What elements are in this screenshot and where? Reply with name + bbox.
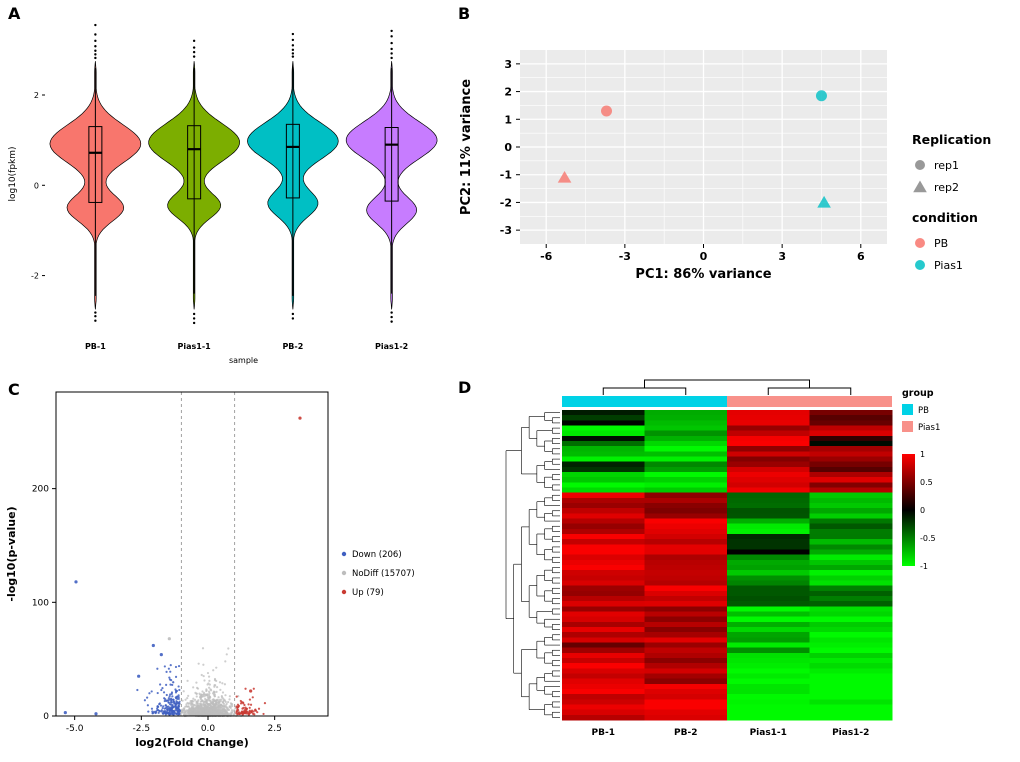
- panel-c: C 0 100 200 -5.0 -2.5 0.0 2.5 log2(Fold Change)…: [0, 376, 450, 762]
- violin-pb-1: [49, 23, 142, 322]
- svg-text:PB-2: PB-2: [674, 728, 697, 738]
- svg-text:2: 2: [504, 86, 512, 99]
- svg-text:0: 0: [700, 250, 708, 263]
- panel-d: D PB-1 PB-2 Pias1-1 Pias1-2 group PB Pias1 1 0.5…: [450, 374, 1020, 762]
- svg-text:-1: -1: [920, 562, 928, 571]
- svg-text:PB: PB: [934, 237, 948, 250]
- group-legend-swatch: [902, 421, 913, 432]
- svg-text:Up (79): Up (79): [352, 588, 384, 598]
- svg-text:2: 2: [34, 91, 39, 100]
- svg-text:0: 0: [34, 181, 39, 190]
- svg-text:-0.5: -0.5: [920, 534, 936, 543]
- svg-text:Pias1-2: Pias1-2: [375, 342, 408, 351]
- column-annotation-bar: [562, 396, 645, 407]
- svg-text:Pias1-1: Pias1-1: [750, 728, 787, 738]
- column-annotation-bar: [727, 396, 810, 407]
- svg-text:-log10(p-value): -log10(p-value): [5, 506, 18, 601]
- svg-text:-2.5: -2.5: [133, 724, 151, 734]
- svg-text:log2(Fold Change): log2(Fold Change): [135, 736, 249, 749]
- svg-text:Pias1: Pias1: [934, 259, 963, 272]
- heatmap-cells: [562, 410, 893, 721]
- volcano-legend-dot: [341, 570, 347, 576]
- svg-text:-6: -6: [540, 250, 553, 263]
- svg-text:condition: condition: [912, 210, 978, 225]
- panel-b-label: B: [458, 4, 471, 23]
- svg-text:group: group: [902, 388, 934, 399]
- volcano-legend-dot: [341, 589, 347, 595]
- column-annotation-bar: [644, 396, 727, 407]
- svg-text:0.0: 0.0: [201, 724, 216, 734]
- panel-a-chart: -2 0 2 log10(fpkm) PB-1 Pias1-1 PB-2 Pias1-2 sam…: [8, 23, 438, 365]
- svg-text:PC1: 86% variance: PC1: 86% variance: [635, 267, 771, 282]
- svg-text:1: 1: [504, 113, 512, 126]
- pca-point: [817, 195, 831, 208]
- svg-text:PB: PB: [918, 406, 929, 416]
- svg-text:Down (206): Down (206): [352, 550, 402, 560]
- svg-text:100: 100: [32, 598, 49, 608]
- svg-text:0: 0: [43, 712, 49, 722]
- svg-text:2.5: 2.5: [268, 724, 282, 734]
- violin-pias1-2: [345, 29, 438, 323]
- panel-c-chart: 0 100 200 -5.0 -2.5 0.0 2.5 log2(Fold Change) -l…: [5, 391, 415, 749]
- row-dendrogram: [505, 412, 560, 718]
- panel-b: B -6 -3 0 3 6 -3 -2 -1 0 1 2 3 PC1: 86% variance PC2:…: [450, 0, 1020, 375]
- svg-text:-3: -3: [619, 250, 631, 263]
- volcano-legend-dot: [341, 551, 347, 557]
- pca-point: [815, 90, 827, 102]
- svg-text:Pias1-2: Pias1-2: [832, 728, 869, 738]
- svg-text:3: 3: [504, 58, 512, 71]
- svg-text:rep1: rep1: [934, 159, 959, 172]
- svg-text:Pias1-1: Pias1-1: [178, 342, 212, 351]
- pca-point: [557, 170, 572, 183]
- pca-point: [915, 160, 925, 170]
- svg-text:3: 3: [778, 250, 786, 263]
- group-legend-swatch: [902, 404, 913, 415]
- column-annotation-bar: [809, 396, 892, 407]
- svg-text:-2: -2: [31, 272, 39, 281]
- svg-text:PB-1: PB-1: [85, 342, 106, 351]
- svg-text:6: 6: [857, 250, 865, 263]
- heatmap-colorbar: [902, 454, 915, 566]
- panel-b-chart: -6 -3 0 3 6 -3 -2 -1 0 1 2 3 PC1: 86% variance PC2: 1…: [459, 50, 991, 282]
- volcano-points: [63, 416, 302, 718]
- svg-text:-2: -2: [500, 196, 512, 209]
- svg-text:Replication: Replication: [912, 132, 991, 147]
- svg-text:Pias1: Pias1: [918, 423, 940, 433]
- pca-point: [913, 180, 927, 193]
- svg-text:0: 0: [920, 506, 925, 515]
- panel-d-chart: PB-1 PB-2 Pias1-1 Pias1-2 group PB Pias1 1 0.5 0 -…: [505, 379, 940, 738]
- panel-a: A -2 0 2 log10(fpkm) PB-1 Pias1-1 PB-2 Pias1-2 s…: [0, 0, 450, 375]
- svg-text:0: 0: [504, 141, 512, 154]
- svg-text:rep2: rep2: [934, 181, 959, 194]
- pca-point: [601, 105, 613, 117]
- svg-text:PC2: 11% variance: PC2: 11% variance: [459, 79, 474, 215]
- violin-pias1-1: [148, 39, 240, 325]
- svg-text:PB-2: PB-2: [282, 342, 303, 351]
- svg-text:-3: -3: [500, 224, 512, 237]
- svg-text:1: 1: [920, 450, 925, 459]
- svg-text:-5.0: -5.0: [66, 724, 84, 734]
- svg-text:NoDiff (15707): NoDiff (15707): [352, 569, 415, 579]
- svg-text:log10(fpkm): log10(fpkm): [8, 146, 18, 201]
- svg-text:sample: sample: [229, 356, 258, 365]
- panel-d-label: D: [458, 378, 472, 397]
- column-dendrogram: [602, 379, 852, 395]
- panel-c-label: C: [8, 380, 20, 399]
- violin-pb-2: [247, 32, 339, 320]
- svg-text:0.5: 0.5: [920, 478, 933, 487]
- svg-text:200: 200: [32, 485, 49, 495]
- svg-text:PB-1: PB-1: [592, 728, 615, 738]
- panel-a-label: A: [8, 4, 21, 23]
- svg-text:-1: -1: [500, 169, 512, 182]
